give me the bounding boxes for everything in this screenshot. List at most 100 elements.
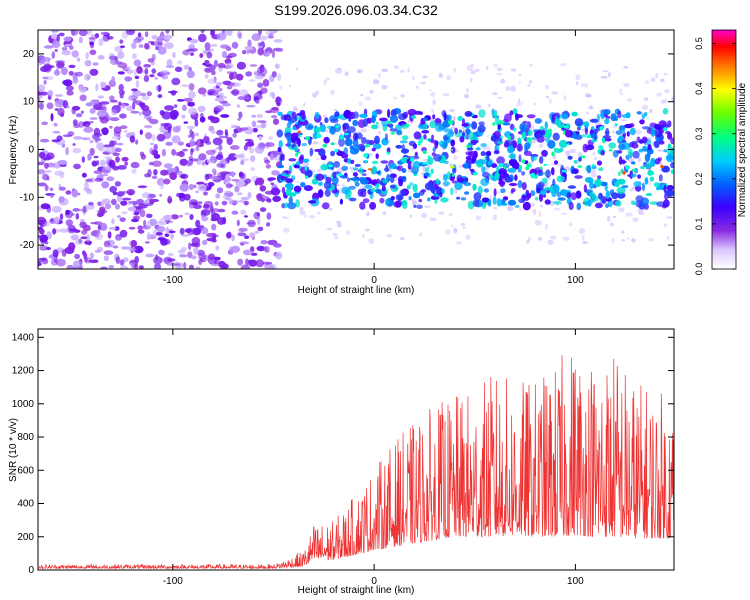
spectrogram-cell: [648, 237, 655, 242]
spectrogram-cell: [163, 34, 173, 40]
spectrogram-cell: [139, 151, 145, 157]
spectrogram-cell: [204, 42, 211, 51]
spectrogram-cell: [663, 127, 668, 131]
spectrogram-cell: [649, 201, 659, 205]
spectrogram-cell: [362, 198, 370, 204]
spectrogram-cell: [231, 210, 239, 215]
spectrogram-cell: [264, 246, 268, 253]
spectrogram-cell: [360, 93, 364, 97]
spectrogram-cell: [369, 89, 374, 94]
spectrogram-cell: [115, 147, 122, 153]
spectrogram-cell: [566, 192, 572, 199]
spectrogram-cell: [146, 232, 151, 241]
spectrogram-cell: [352, 111, 359, 119]
spectrogram-cell: [266, 212, 272, 220]
spectrogram-cell: [119, 217, 126, 223]
spectrogram-cell: [663, 149, 667, 153]
spectrogram-cell: [160, 237, 168, 246]
spectrogram-cell: [291, 138, 301, 145]
spectrogram-cell: [598, 192, 603, 200]
spectrogram-cell: [50, 192, 54, 199]
spectrogram-cell: [195, 190, 199, 194]
spectrogram-cell: [328, 164, 334, 167]
spectrogram-cell: [493, 206, 498, 210]
spectrogram-cell: [70, 213, 75, 216]
spectrogram-cell: [282, 227, 290, 233]
spectrogram-cell: [539, 189, 547, 196]
spectrogram-cell: [187, 227, 195, 236]
spectrogram-cell: [221, 50, 228, 59]
spectrogram-cell: [111, 108, 117, 116]
spectrogram-cell: [322, 202, 330, 210]
spectrogram-cell: [470, 70, 476, 75]
spectrogram-cell: [442, 173, 448, 182]
spectrogram-cell: [268, 136, 273, 141]
spectrogram-cell: [345, 230, 351, 236]
spectrogram-cell: [470, 77, 473, 83]
spectrogram-cell: [220, 44, 230, 49]
spectrogram-cell: [545, 135, 551, 143]
spectrogram-cell: [226, 232, 232, 239]
spectrogram-cell: [493, 188, 497, 197]
spectrogram-cell: [322, 143, 327, 148]
spectrogram-cell: [161, 74, 169, 80]
spectrogram-cell: [261, 121, 267, 129]
spectrogram-cell: [84, 256, 88, 263]
spectrogram-cell: [491, 108, 495, 117]
spectrogram-cell: [594, 179, 602, 187]
spectrogram-cell: [586, 134, 592, 139]
spectrogram-cell: [341, 165, 349, 171]
spectrogram-cell: [144, 125, 153, 129]
spectrogram-cell: [430, 92, 436, 98]
spectrogram-cell: [204, 60, 210, 64]
spectrogram-cell: [136, 66, 143, 74]
spectrogram-cell: [399, 140, 408, 144]
spectrogram-cell: [374, 135, 380, 144]
spectrogram-cell: [492, 92, 498, 96]
spectrogram-cell: [148, 118, 159, 125]
spectrogram-cell: [99, 101, 110, 105]
snr-x-label: Height of straight line (km): [298, 585, 415, 596]
spectrogram-cell: [545, 169, 551, 178]
spectrogram-cell: [256, 245, 266, 252]
spectrogram-cell: [667, 132, 673, 140]
spectrogram-cell: [78, 86, 87, 93]
spectrogram-cell: [166, 168, 177, 172]
spectrogram-cell: [237, 232, 247, 237]
spectrogram-cell: [175, 260, 179, 264]
spectrogram-cell: [604, 137, 612, 142]
spectrogram-cell: [89, 147, 95, 156]
spectrogram-cell: [248, 259, 258, 267]
spectrogram-cell: [586, 164, 592, 174]
spectrogram-cell: [567, 185, 577, 189]
spectrogram-cell: [353, 167, 359, 171]
spectrogram-cell: [486, 135, 490, 138]
spectrogram-cell: [598, 145, 603, 149]
spectrogram-cell: [432, 187, 436, 195]
spectrogram-cell: [553, 207, 561, 211]
spectrogram-cell: [440, 197, 449, 203]
spectrogram-cell: [438, 72, 443, 78]
spectrogram-cell: [596, 113, 601, 122]
spectrogram-cell: [230, 171, 235, 178]
spectrogram-cell: [43, 170, 53, 173]
spectrogram-cell: [183, 97, 193, 102]
spectrogram-cell: [544, 199, 551, 205]
spectrogram-cell: [326, 227, 333, 231]
spectrogram-cell: [165, 226, 170, 234]
spectrogram-cell: [85, 52, 89, 60]
spectrogram-cell: [52, 249, 59, 258]
spectrogram-cell: [315, 158, 320, 161]
spectrogram-cell: [508, 182, 518, 187]
spectrogram-cell: [119, 39, 124, 44]
spectrogram-cell: [99, 115, 109, 124]
spectrogram-cell: [576, 126, 581, 131]
spectrogram-cell: [551, 167, 555, 176]
spectrogram-cell: [215, 193, 221, 199]
spectrogram-cell: [600, 76, 608, 79]
spectrogram-cell: [128, 200, 138, 204]
spectrogram-cell: [242, 249, 253, 256]
spectrogram-cell: [315, 173, 324, 181]
spectrogram-cell: [195, 145, 200, 152]
